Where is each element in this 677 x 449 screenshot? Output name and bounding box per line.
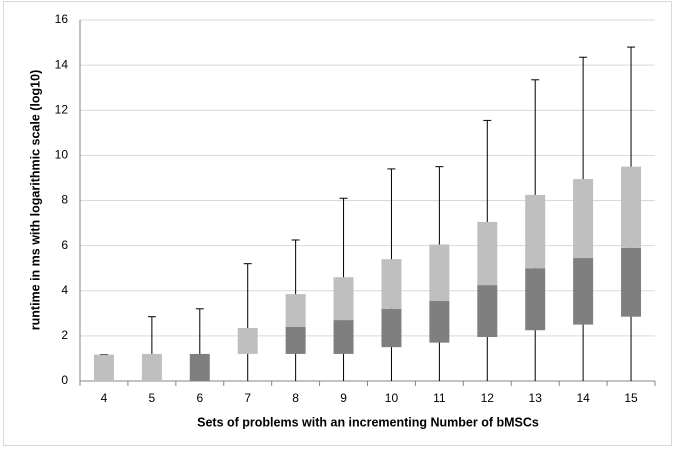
box-lower — [525, 268, 546, 331]
box-lower — [621, 247, 642, 317]
x-tick-label: 8 — [292, 391, 299, 405]
y-tick-label: 8 — [61, 193, 68, 207]
box-lower — [189, 353, 210, 381]
box-lower — [285, 326, 306, 354]
y-tick-label: 4 — [61, 283, 68, 297]
y-tick-label: 10 — [55, 148, 69, 162]
box-lower — [477, 285, 498, 338]
y-tick-label: 6 — [61, 238, 68, 252]
x-axis-title: Sets of problems with an incrementing Nu… — [197, 415, 539, 429]
box-lower — [381, 308, 402, 348]
box-lower — [573, 258, 594, 325]
box-lower — [429, 300, 450, 343]
box-upper — [429, 244, 450, 301]
x-tick-label: 9 — [340, 391, 347, 405]
x-tick-label: 7 — [244, 391, 251, 405]
x-tick-label: 6 — [196, 391, 203, 405]
y-tick-label: 16 — [55, 12, 69, 26]
x-tick-label: 15 — [624, 391, 638, 405]
x-tick-label: 4 — [101, 391, 108, 405]
box-upper — [237, 327, 258, 354]
y-tick-label: 14 — [55, 57, 69, 71]
box-lower — [333, 320, 354, 354]
box-upper — [333, 277, 354, 321]
box-upper — [621, 166, 642, 248]
x-tick-label: 11 — [433, 391, 446, 405]
y-tick-label: 12 — [55, 102, 69, 116]
y-axis-title: runtime in ms with logarithmic scale (lo… — [28, 70, 42, 330]
x-tick-label: 5 — [149, 391, 156, 405]
x-tick-label: 12 — [481, 391, 495, 405]
box-upper — [525, 194, 546, 269]
y-tick-label: 0 — [61, 373, 68, 387]
x-tick-label: 14 — [576, 391, 590, 405]
box-upper — [573, 179, 594, 259]
y-tick-label: 2 — [61, 328, 68, 342]
box-upper — [285, 294, 306, 327]
box-upper — [381, 259, 402, 309]
x-tick-label: 10 — [385, 391, 399, 405]
x-tick-label: 13 — [529, 391, 543, 405]
box-upper — [141, 353, 162, 381]
box-upper — [477, 221, 498, 286]
box-upper — [93, 354, 114, 381]
chart-frame — [3, 1, 672, 446]
